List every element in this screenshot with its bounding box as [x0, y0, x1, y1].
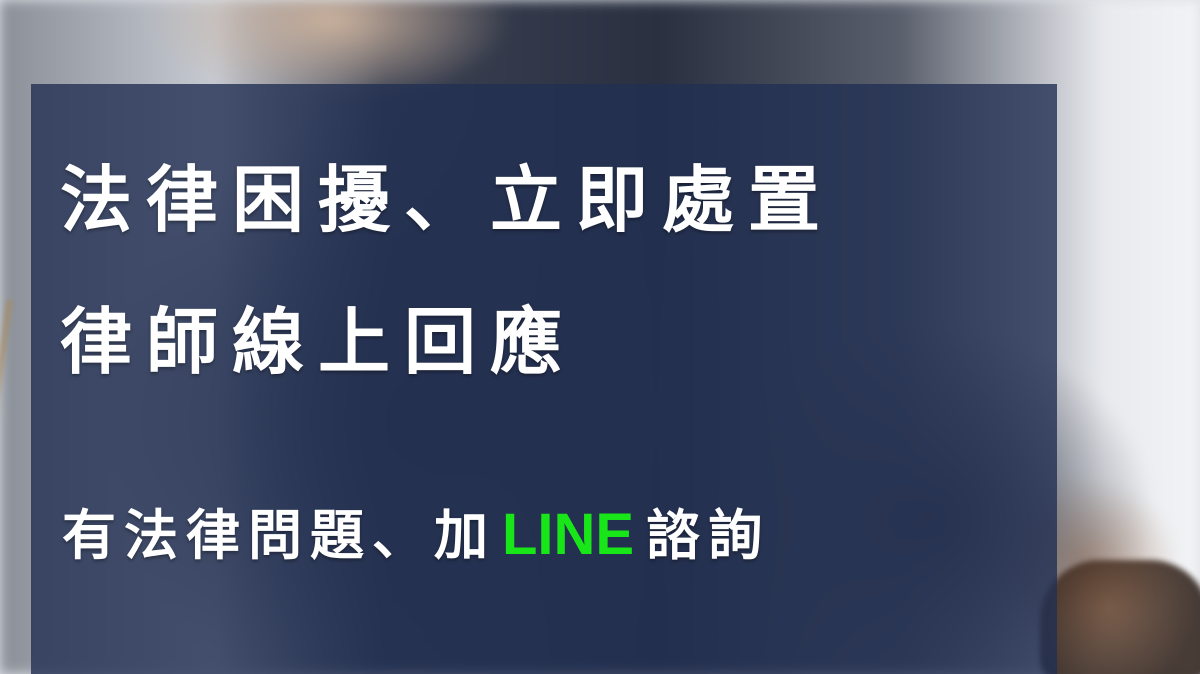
- call-to-action-line: 有法律問題、加 LINE 諮詢: [62, 506, 770, 564]
- gavel-image: [1040, 560, 1200, 674]
- headline-line-2: 律師線上回應: [60, 299, 577, 384]
- line-brand-text: LINE: [502, 502, 635, 567]
- text-overlay-panel: [31, 84, 1057, 674]
- cta-suffix-text: 諮詢: [646, 503, 771, 567]
- cta-prefix-text: 有法律問題、加: [62, 503, 496, 567]
- headline-line-1: 法律困擾、立即處置: [60, 157, 835, 242]
